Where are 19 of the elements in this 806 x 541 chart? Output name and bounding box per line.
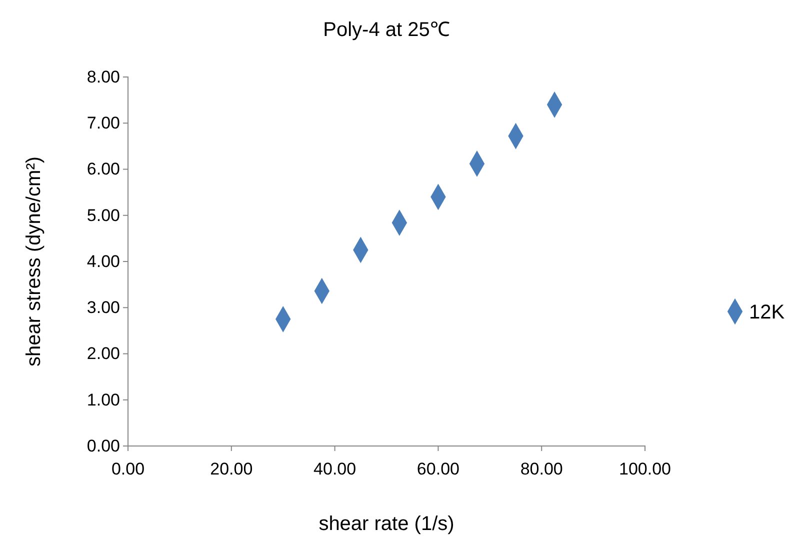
y-tick-label: 0.00 (86, 436, 120, 456)
legend-label: 12K (749, 302, 786, 324)
y-tick-label: 7.00 (86, 114, 120, 133)
x-tick-label: 100.00 (619, 459, 671, 478)
y-tick-label: 4.00 (86, 252, 120, 271)
y-axis-title: shear stress (dyne/cm²) (23, 156, 45, 367)
y-tick-label: 3.00 (86, 298, 120, 318)
chart-title: Poly-4 at 25℃ (323, 19, 450, 41)
x-tick-label: 20.00 (210, 459, 253, 478)
x-tick-label: 40.00 (314, 459, 356, 478)
y-tick-label: 1.00 (86, 390, 120, 410)
y-tick-label: 5.00 (86, 206, 120, 225)
x-tick-label: 60.00 (416, 459, 460, 478)
x-tick-label: 0.00 (111, 459, 145, 478)
y-tick-label: 6.00 (86, 160, 120, 179)
x-tick-label: 80.00 (520, 459, 563, 478)
y-tick-label: 2.00 (86, 344, 120, 364)
x-axis-title: shear rate (1/s) (318, 513, 454, 535)
y-tick-label: 8.00 (86, 67, 120, 86)
